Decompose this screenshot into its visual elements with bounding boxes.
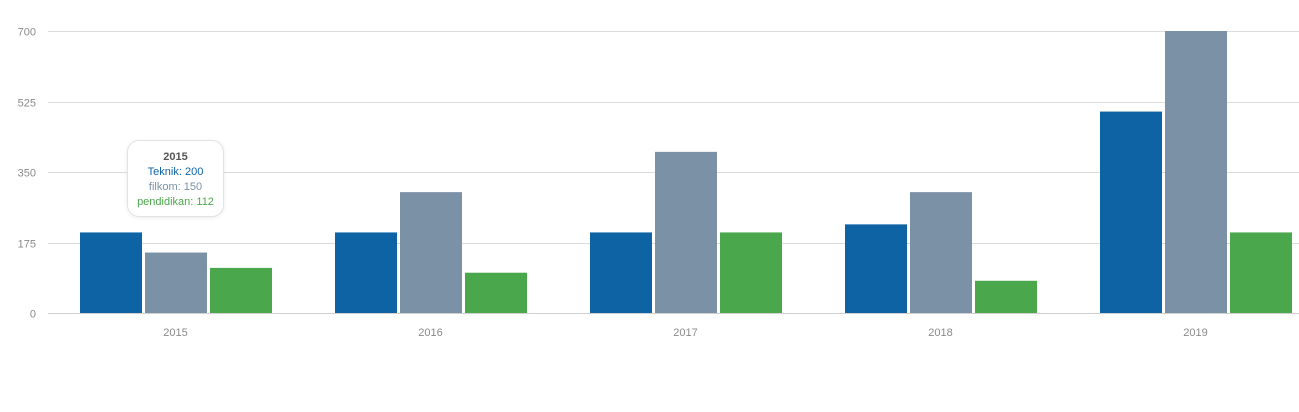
y-tick-label-175: 175: [18, 239, 36, 251]
bar-pendidikan-2017: [720, 232, 782, 313]
x-tick-label-2019: 2019: [1183, 327, 1207, 339]
bar-filkom-2017: [655, 151, 717, 313]
bar-filkom-2019: [1165, 31, 1227, 313]
bar-teknik-2016: [335, 232, 397, 313]
chart-tooltip: 2015 Teknik: 200 filkom: 150 pendidikan:…: [127, 140, 224, 217]
bar-filkom-2015: [145, 252, 207, 313]
y-tick-label-700: 700: [18, 27, 36, 39]
x-tick-label-2015: 2015: [163, 327, 187, 339]
bar-teknik-2019: [1100, 111, 1162, 313]
bar-teknik-2015: [80, 232, 142, 313]
bar-pendidikan-2018: [975, 280, 1037, 313]
bar-teknik-2017: [590, 232, 652, 313]
bar-pendidikan-2016: [465, 272, 527, 313]
tooltip-row-teknik: Teknik: 200: [147, 166, 204, 178]
y-tick-label-525: 525: [18, 98, 36, 110]
bar-filkom-2018: [910, 192, 972, 313]
bar-pendidikan-2019: [1230, 232, 1292, 313]
tooltip-row-pendidikan: pendidikan: 112: [137, 196, 214, 208]
y-tick-label-0: 0: [30, 309, 36, 321]
x-tick-label-2018: 2018: [928, 327, 952, 339]
tooltip-row-filkom: filkom: 150: [148, 181, 203, 193]
bar-pendidikan-2015: [210, 267, 272, 313]
y-tick-label-350: 350: [18, 168, 36, 180]
tooltip-title: 2015: [163, 151, 188, 163]
bar-teknik-2018: [845, 224, 907, 313]
x-tick-label-2017: 2017: [673, 327, 697, 339]
bar-filkom-2016: [400, 192, 462, 313]
x-tick-label-2016: 2016: [418, 327, 442, 339]
